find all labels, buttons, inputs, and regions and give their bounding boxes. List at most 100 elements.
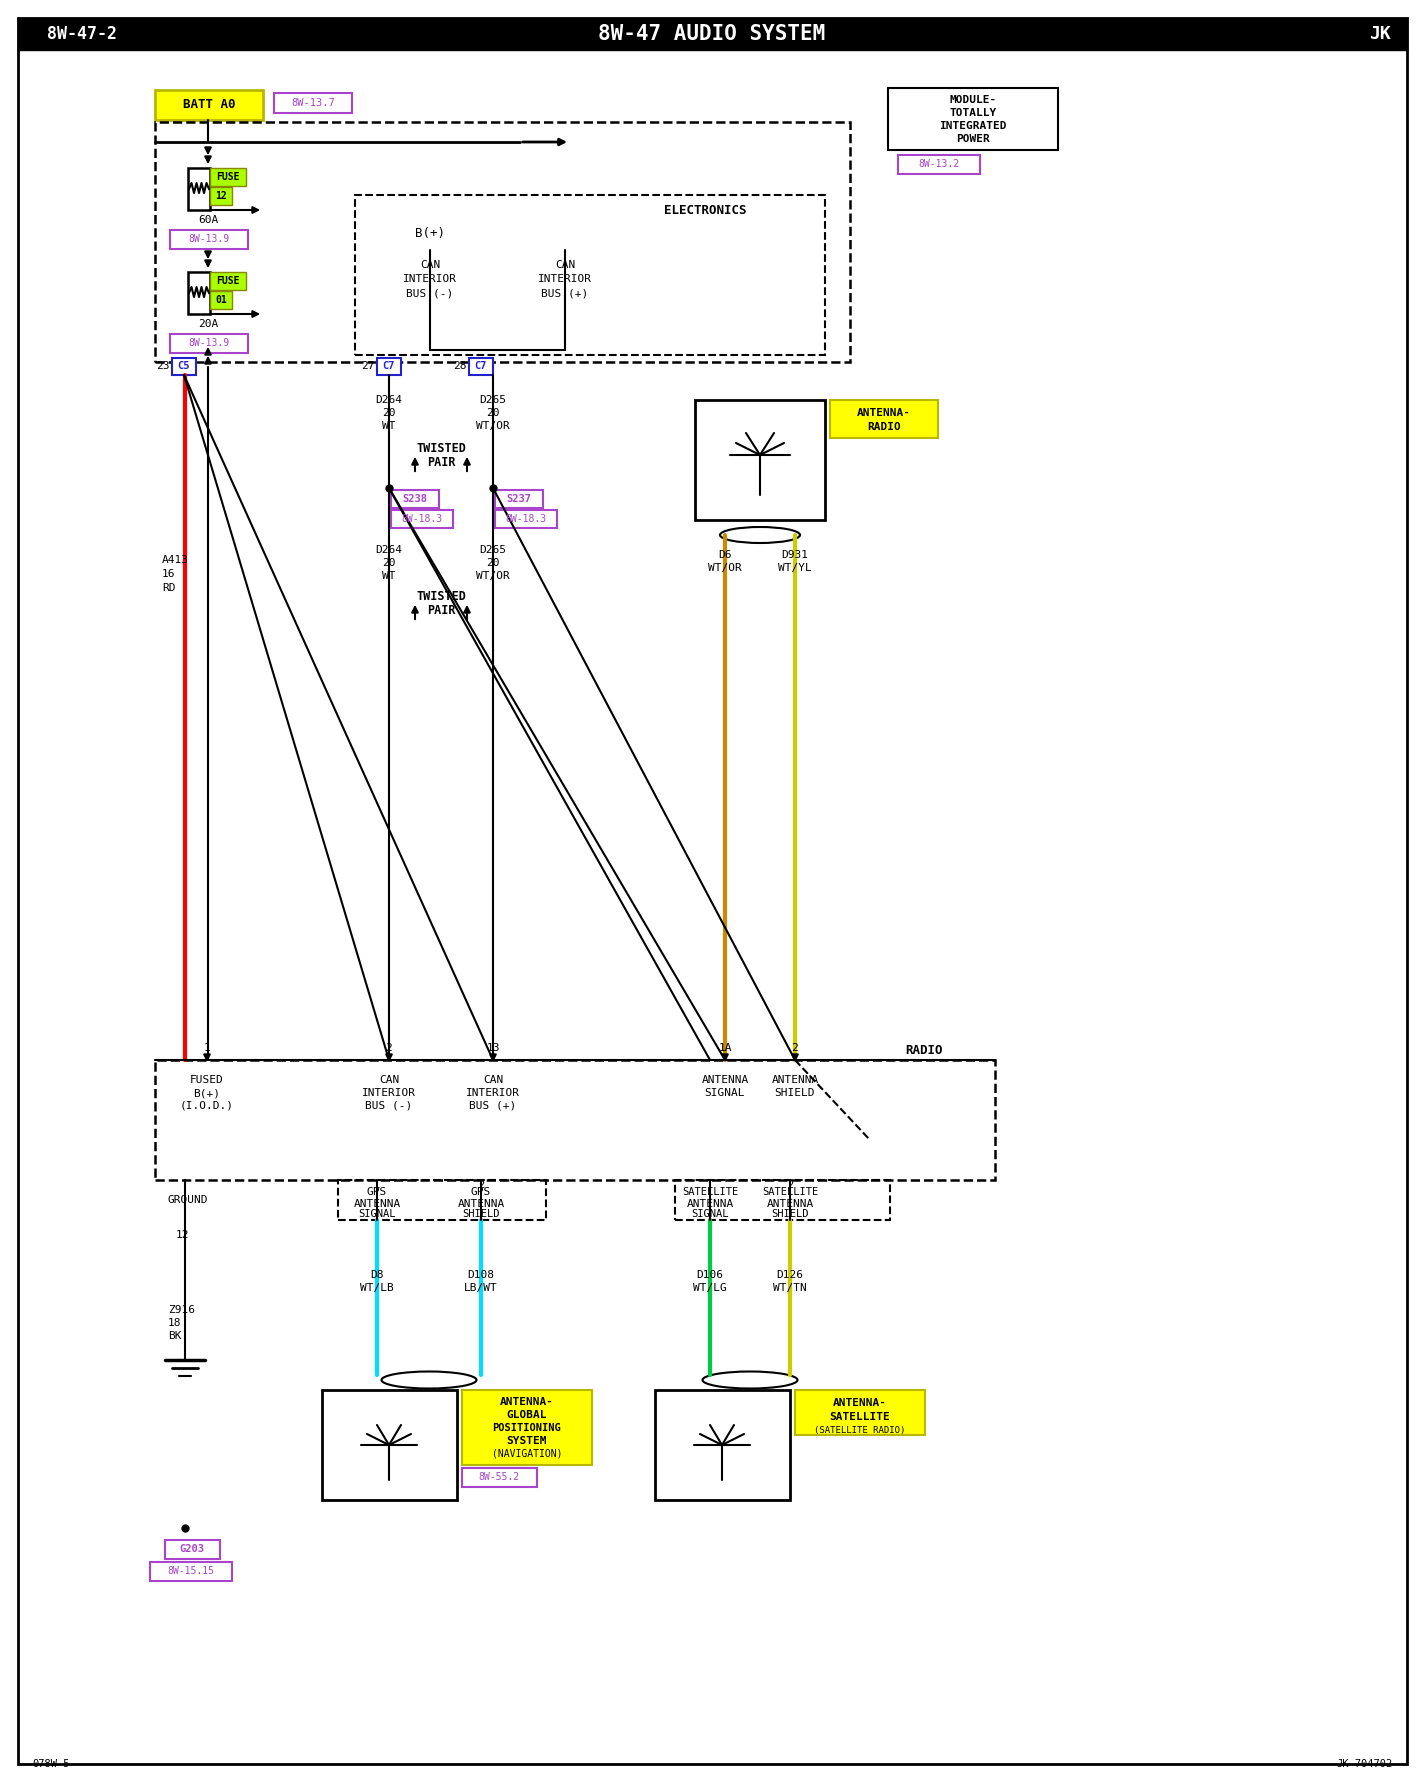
Bar [209,168,247,185]
Text: ANTENNA: ANTENNA [771,1075,818,1085]
Text: ANTENNA-: ANTENNA- [856,408,911,419]
Text: D8: D8 [370,1271,383,1279]
Text: 20: 20 [486,558,500,568]
Text: C7: C7 [383,362,395,371]
Text: BUS (-): BUS (-) [406,289,453,298]
Text: INTERIOR: INTERIOR [403,274,457,283]
Text: INTEGRATED: INTEGRATED [939,121,1006,132]
Bar [829,399,938,438]
Bar [338,1180,546,1221]
Text: C5: C5 [178,362,191,371]
Text: 2: 2 [792,1042,798,1053]
Text: FUSE: FUSE [217,173,239,182]
Text: SATELLITE: SATELLITE [829,1411,891,1422]
Text: POSITIONING: POSITIONING [493,1424,561,1433]
Text: CAN: CAN [420,260,440,271]
Text: SATELLITE: SATELLITE [762,1187,818,1198]
Text: 01: 01 [215,296,227,305]
Bar [170,333,248,353]
Bar [494,510,557,527]
Text: CAN: CAN [379,1075,399,1085]
Text: RADIO: RADIO [905,1044,942,1057]
Bar [322,1390,457,1500]
Text: 2: 2 [787,1180,794,1190]
Text: ANTENNA: ANTENNA [457,1199,504,1208]
Text: 12: 12 [215,191,227,201]
Text: D264: D264 [376,396,402,405]
Bar [188,168,209,210]
Text: TOTALLY: TOTALLY [949,109,996,118]
Bar [19,18,1406,50]
Text: 8W-13.9: 8W-13.9 [188,233,229,244]
Bar [209,290,232,308]
Bar [695,399,825,520]
Text: CAN: CAN [554,260,576,271]
Bar [462,1390,591,1465]
Bar [172,358,197,374]
Text: D265: D265 [479,396,506,405]
Text: BUS (+): BUS (+) [542,289,589,298]
Bar [494,490,543,508]
Bar [209,273,247,290]
Bar [155,91,264,119]
Text: 16: 16 [162,568,175,579]
Text: RD: RD [162,583,175,593]
Bar [469,358,493,374]
Text: BK: BK [168,1331,181,1342]
Text: 13: 13 [486,1042,500,1053]
Bar [170,230,248,249]
Text: (NAVIGATION): (NAVIGATION) [492,1449,563,1458]
Text: B(+): B(+) [194,1089,221,1098]
Text: D106: D106 [697,1271,724,1279]
Text: D6: D6 [718,551,732,560]
Bar [155,121,849,362]
Text: Z916: Z916 [168,1304,195,1315]
Text: 1: 1 [204,1042,211,1053]
Bar [888,87,1057,150]
Text: WT/YL: WT/YL [778,563,812,574]
Bar [390,490,439,508]
Text: JK: JK [1369,25,1391,43]
Text: 1: 1 [707,1180,712,1190]
Text: GROUND: GROUND [168,1196,208,1205]
Text: WT/LG: WT/LG [693,1283,727,1294]
Text: 8W-18.3: 8W-18.3 [402,513,443,524]
Text: WT/OR: WT/OR [708,563,742,574]
Text: S238: S238 [402,494,428,504]
Text: SHIELD: SHIELD [775,1089,815,1098]
Bar [355,194,825,355]
Text: 8W-55.2: 8W-55.2 [479,1472,520,1483]
Text: 8W-15.15: 8W-15.15 [168,1566,215,1575]
Text: MODULE-: MODULE- [949,94,996,105]
Bar [795,1390,925,1435]
Text: 60A: 60A [198,216,218,225]
Text: PAIR: PAIR [426,604,455,618]
Text: WT/TN: WT/TN [774,1283,807,1294]
Text: 8W-13.2: 8W-13.2 [919,159,959,169]
Text: 18: 18 [168,1319,181,1328]
Text: 2: 2 [477,1180,485,1190]
Text: GPS: GPS [366,1187,388,1198]
Text: INTERIOR: INTERIOR [539,274,591,283]
Text: ANTENNA: ANTENNA [353,1199,400,1208]
Text: ANTENNA: ANTENNA [701,1075,748,1085]
Text: INTERIOR: INTERIOR [466,1089,520,1098]
Text: SYSTEM: SYSTEM [507,1436,547,1445]
Text: SIGNAL: SIGNAL [705,1089,745,1098]
Text: FUSE: FUSE [217,276,239,285]
Bar [155,1060,995,1180]
Bar [675,1180,891,1221]
Text: C7: C7 [475,362,487,371]
Text: FUSED: FUSED [190,1075,224,1085]
Text: SHIELD: SHIELD [462,1208,500,1219]
Text: BUS (-): BUS (-) [365,1101,413,1110]
Text: 8W-13.9: 8W-13.9 [188,339,229,347]
Text: D265: D265 [479,545,506,554]
Bar [274,93,352,112]
Text: WT: WT [382,570,396,581]
Text: 8W-47-2: 8W-47-2 [47,25,117,43]
Text: (I.O.D.): (I.O.D.) [180,1101,234,1110]
Text: SIGNAL: SIGNAL [691,1208,728,1219]
Text: D108: D108 [467,1271,494,1279]
Text: SIGNAL: SIGNAL [358,1208,396,1219]
